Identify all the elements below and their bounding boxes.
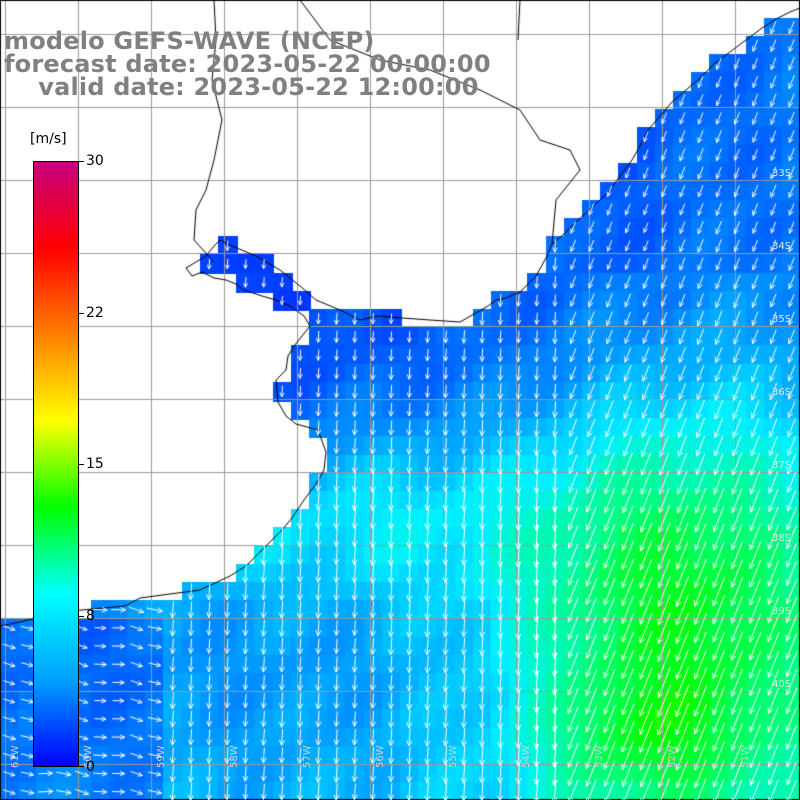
latitude-label: 37S xyxy=(772,460,792,471)
longitude-label: 55W xyxy=(448,745,459,768)
latitude-label: 33S xyxy=(772,168,792,179)
longitude-label: 57W xyxy=(302,745,313,768)
longitude-label: 58W xyxy=(229,745,240,768)
latitude-label: 39S xyxy=(772,606,792,617)
latitude-label: 36S xyxy=(772,387,792,398)
latitude-label: 35S xyxy=(772,314,792,325)
latitude-label: 34S xyxy=(772,241,792,252)
colorbar-tickmark xyxy=(79,766,84,767)
longitude-label: 53W xyxy=(594,745,605,768)
colorbar-tick-15: 15 xyxy=(86,456,104,472)
colorbar-unit: [m/s] xyxy=(30,131,67,147)
longitude-label: 59W xyxy=(156,745,167,768)
colorbar-tickmark xyxy=(79,161,84,162)
forecast-date: forecast date: 2023-05-22 00:00:00 xyxy=(4,50,491,78)
colorbar-gradient xyxy=(33,161,79,767)
map-title: modelo GEFS-WAVE (NCEP) forecast date: 2… xyxy=(4,27,491,101)
longitude-label: 52W xyxy=(667,745,678,768)
longitude-label: 54W xyxy=(521,745,532,768)
colorbar-legend: [m/s] 30 22 15 8 0 xyxy=(24,128,104,788)
colorbar-tickmark xyxy=(79,616,84,617)
latitude-label: 38S xyxy=(772,533,792,544)
colorbar-tick-30: 30 xyxy=(86,153,104,169)
colorbar-tick-8: 8 xyxy=(86,608,95,624)
longitude-label: 61W xyxy=(10,745,21,768)
colorbar-tick-0: 0 xyxy=(86,759,95,775)
colorbar-tickmark xyxy=(79,313,84,314)
latitude-label: 40S xyxy=(772,679,792,690)
valid-date: valid date: 2023-05-22 12:00:00 xyxy=(4,73,479,101)
model-title: modelo GEFS-WAVE (NCEP) xyxy=(4,27,375,55)
longitude-label: 51W xyxy=(740,745,751,768)
colorbar-tickmark xyxy=(79,464,84,465)
colorbar-tick-22: 22 xyxy=(86,305,104,321)
longitude-label: 56W xyxy=(375,745,386,768)
